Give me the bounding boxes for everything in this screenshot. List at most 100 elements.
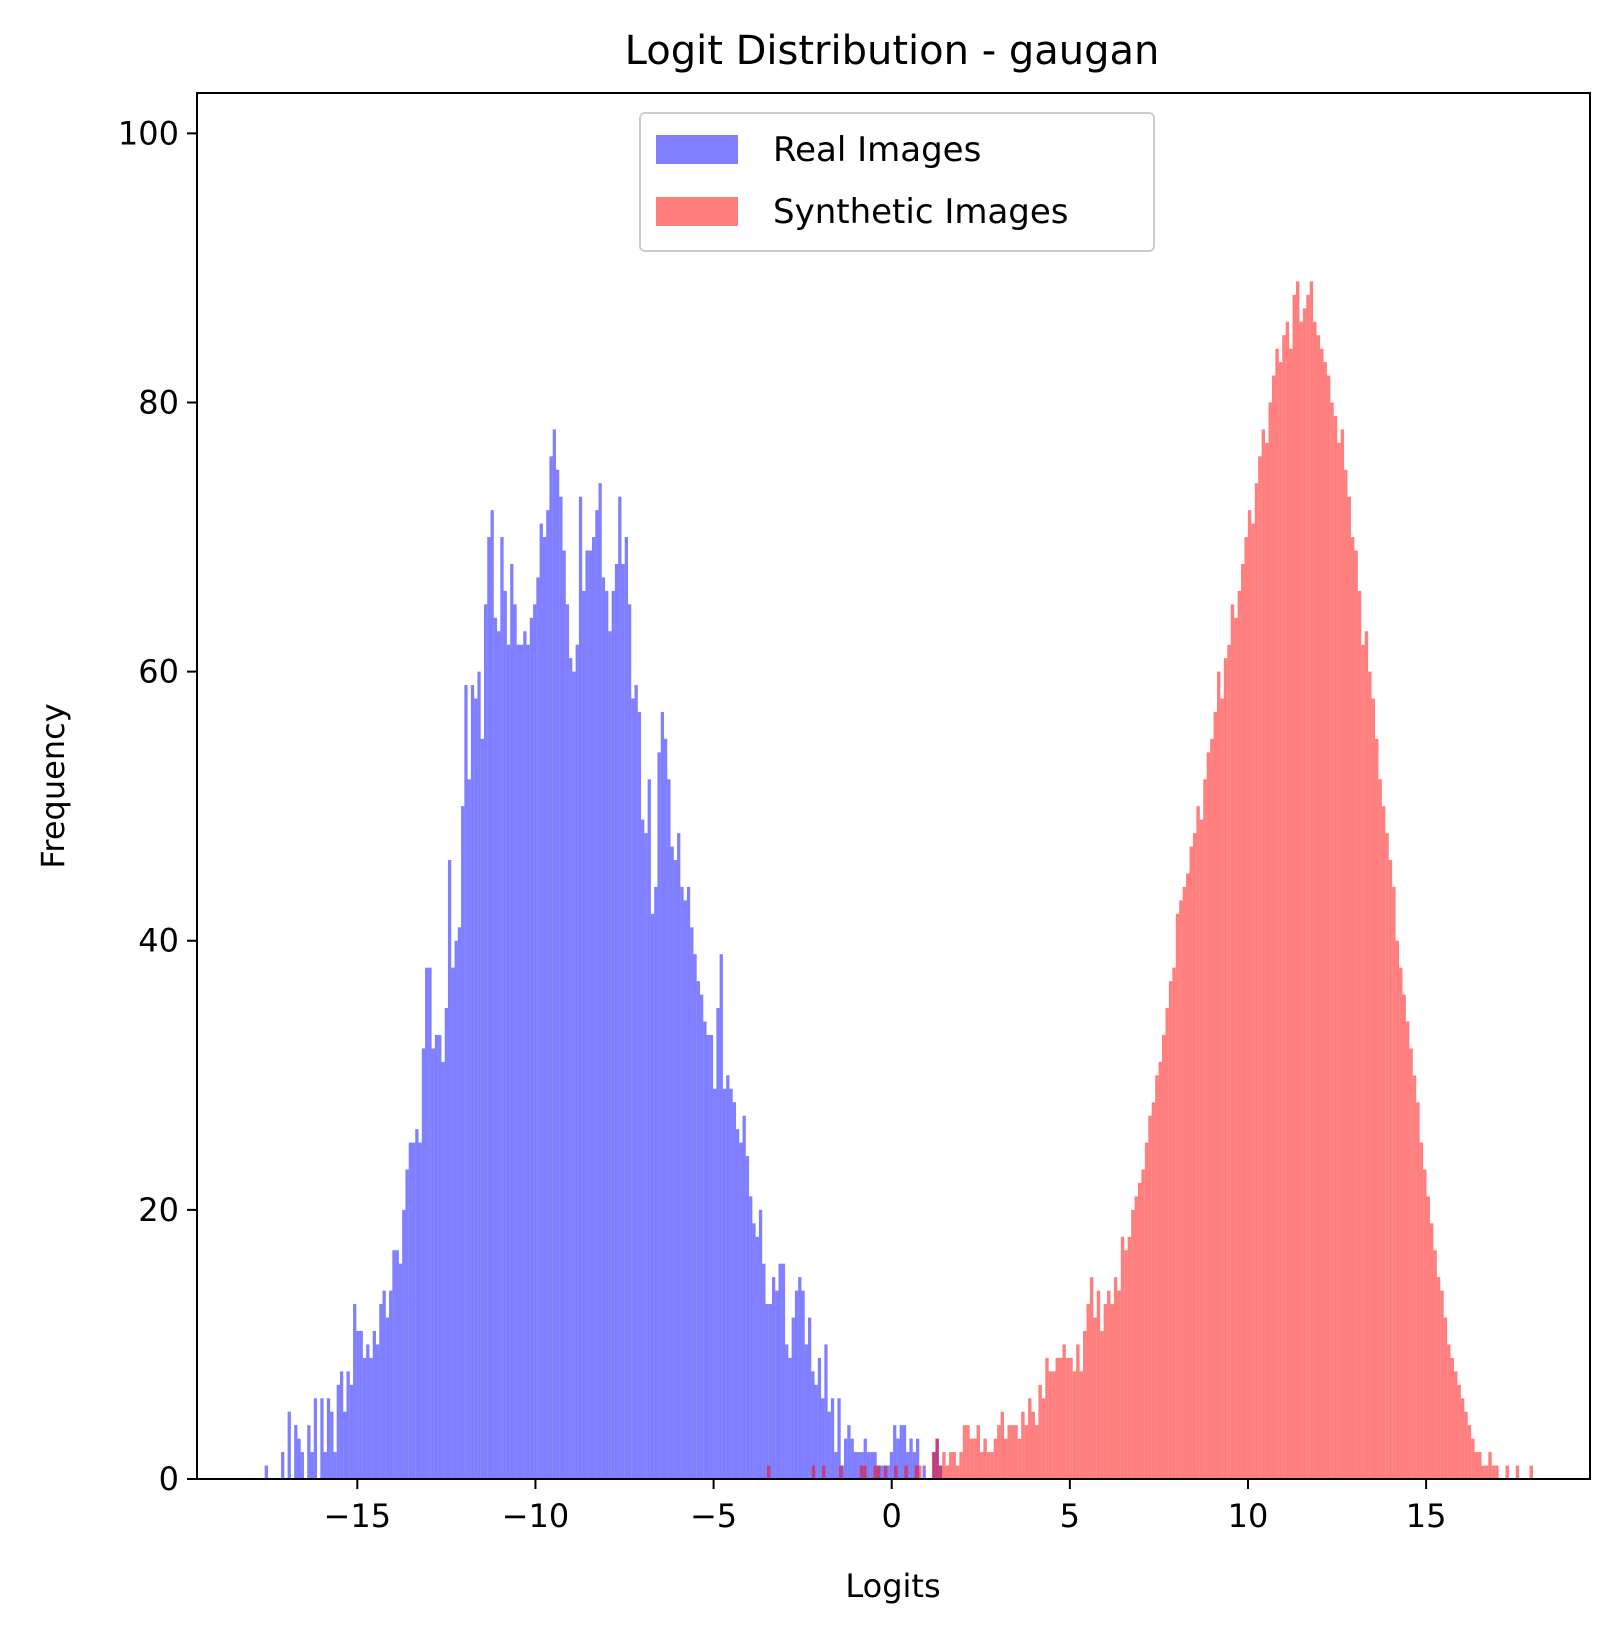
bar-real-images-155 [771, 1277, 776, 1479]
bar-real-images-115 [641, 819, 645, 1479]
bar-synthetic-images-95 [1093, 1317, 1097, 1479]
bar-real-images-146 [742, 1115, 746, 1479]
bar-synthetic-images-58 [966, 1425, 970, 1479]
bar-real-images-167 [811, 1371, 815, 1479]
bar-real-images-40 [395, 1250, 399, 1479]
bar-synthetic-images-206 [1474, 1452, 1479, 1479]
bar-real-images-58 [454, 940, 458, 1479]
bar-real-images-83 [536, 577, 540, 1479]
bar-real-images-76 [513, 604, 517, 1479]
bars-layer [264, 281, 1533, 1480]
bar-real-images-100 [591, 537, 596, 1479]
bar-synthetic-images-75 [1024, 1425, 1029, 1479]
bar-synthetic-images-114 [1158, 1061, 1163, 1479]
bar-synthetic-images-0 [767, 1465, 771, 1479]
bar-synthetic-images-147 [1271, 375, 1276, 1480]
bar-synthetic-images-110 [1144, 1142, 1149, 1479]
bar-real-images-31 [366, 1344, 370, 1479]
bar-real-images-175 [837, 1398, 841, 1479]
bar-synthetic-images-177 [1374, 738, 1379, 1479]
bar-real-images-75 [510, 563, 514, 1479]
bar-real-images-171 [824, 1344, 828, 1479]
bar-real-images-48 [421, 1048, 426, 1479]
bar-real-images-28 [356, 1330, 360, 1479]
bar-real-images-148 [749, 1196, 753, 1479]
bar-synthetic-images-103 [1120, 1236, 1125, 1479]
bar-real-images-0 [264, 1465, 268, 1479]
bar-real-images-130 [690, 927, 694, 1479]
bar-synthetic-images-93 [1086, 1304, 1090, 1479]
bar-synthetic-images-188 [1412, 1075, 1417, 1479]
bar-real-images-68 [487, 537, 491, 1479]
bar-real-images-116 [644, 833, 648, 1479]
bar-synthetic-images-187 [1409, 1048, 1413, 1479]
bar-real-images-32 [369, 1357, 373, 1479]
bar-real-images-82 [533, 604, 537, 1479]
bar-synthetic-images-198 [1447, 1344, 1451, 1479]
bar-synthetic-images-16 [821, 1465, 826, 1479]
bar-synthetic-images-72 [1014, 1425, 1018, 1479]
bar-synthetic-images-199 [1450, 1357, 1454, 1479]
bar-real-images-125 [673, 860, 678, 1479]
bar-synthetic-images-48 [931, 1452, 936, 1479]
bar-synthetic-images-32 [876, 1465, 881, 1479]
bar-real-images-23 [339, 1371, 344, 1479]
bar-real-images-51 [431, 1048, 435, 1479]
bar-real-images-185 [870, 1452, 874, 1479]
bar-real-images-86 [546, 510, 550, 1479]
legend-swatch-synthetic-images [656, 197, 738, 226]
bar-real-images-34 [375, 1344, 380, 1479]
bar-real-images-142 [729, 1088, 733, 1479]
bar-synthetic-images-186 [1405, 1021, 1410, 1479]
bar-real-images-190 [886, 1465, 890, 1479]
bar-synthetic-images-130 [1213, 711, 1217, 1479]
legend: Real Images Synthetic Images [639, 112, 1155, 252]
bar-real-images-52 [434, 1034, 439, 1479]
bar-synthetic-images-60 [973, 1438, 977, 1479]
bar-real-images-144 [735, 1129, 740, 1479]
bar-synthetic-images-211 [1491, 1465, 1496, 1479]
bar-synthetic-images-124 [1192, 833, 1197, 1479]
bar-synthetic-images-70 [1007, 1425, 1011, 1479]
bar-synthetic-images-89 [1072, 1371, 1077, 1479]
bar-real-images-159 [785, 1344, 789, 1479]
bar-synthetic-images-101 [1113, 1277, 1118, 1479]
bar-real-images-25 [346, 1371, 350, 1479]
bar-synthetic-images-137 [1237, 590, 1242, 1479]
bar-synthetic-images-203 [1464, 1411, 1468, 1479]
bar-synthetic-images-125 [1196, 806, 1200, 1479]
bar-real-images-94 [572, 671, 576, 1479]
x-tick-label: −5 [690, 1497, 737, 1535]
bar-real-images-36 [382, 1290, 386, 1479]
bar-real-images-57 [451, 967, 455, 1479]
x-axis-ticks: −15 −10 −5 0 5 10 15 [324, 1479, 1446, 1535]
bar-synthetic-images-157 [1306, 294, 1310, 1480]
bar-synthetic-images-111 [1148, 1115, 1152, 1479]
bar-synthetic-images-180 [1385, 833, 1389, 1479]
bar-synthetic-images-66 [993, 1438, 998, 1479]
bar-real-images-150 [755, 1236, 759, 1479]
bar-real-images-46 [415, 1129, 419, 1479]
bar-synthetic-images-132 [1220, 698, 1224, 1479]
bar-synthetic-images-37 [894, 1465, 898, 1479]
bar-real-images-41 [398, 1263, 403, 1479]
bar-synthetic-images-65 [990, 1452, 994, 1479]
bar-real-images-33 [372, 1330, 376, 1479]
y-tick-label: 20 [138, 1191, 179, 1229]
bar-real-images-81 [529, 617, 534, 1479]
bar-real-images-109 [621, 563, 625, 1479]
bar-synthetic-images-102 [1117, 1290, 1121, 1479]
bar-synthetic-images-167 [1340, 429, 1345, 1479]
bar-synthetic-images-143 [1258, 456, 1262, 1479]
bar-synthetic-images-171 [1354, 550, 1358, 1479]
bar-real-images-73 [503, 590, 507, 1479]
bar-real-images-37 [385, 1317, 390, 1479]
bar-synthetic-images-140 [1247, 510, 1252, 1479]
bar-synthetic-images-78 [1034, 1425, 1039, 1479]
bar-real-images-47 [418, 1142, 422, 1479]
bar-real-images-188 [879, 1465, 884, 1479]
bar-synthetic-images-52 [945, 1465, 950, 1479]
y-tick-label: 0 [159, 1460, 179, 1498]
bar-synthetic-images-152 [1289, 348, 1293, 1479]
bar-real-images-77 [516, 644, 520, 1479]
